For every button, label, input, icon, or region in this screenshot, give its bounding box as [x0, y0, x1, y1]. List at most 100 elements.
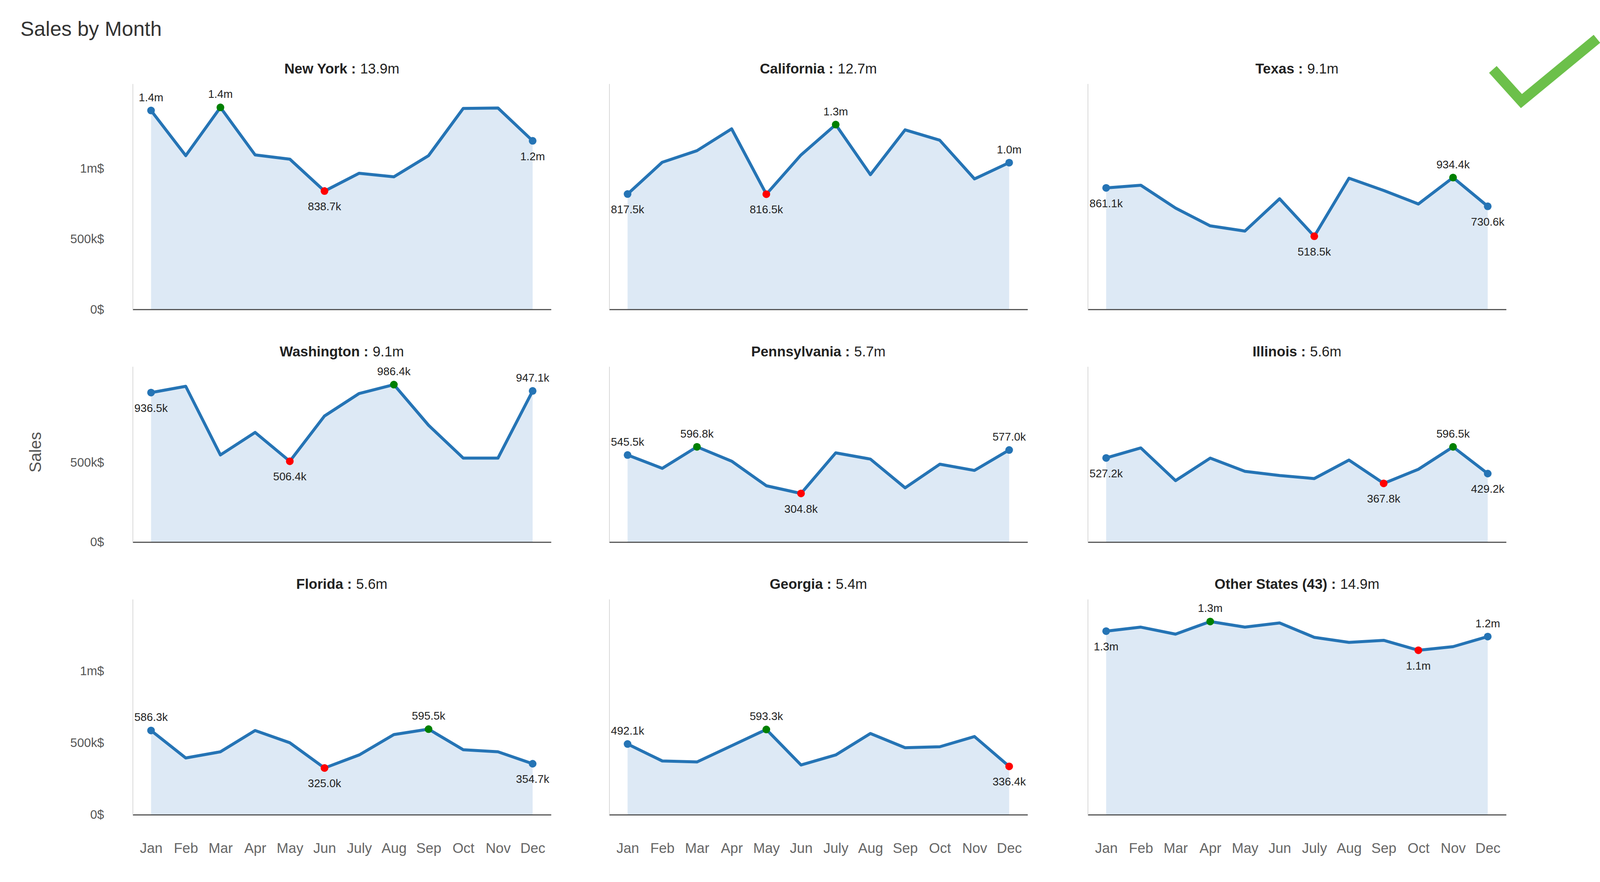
page-title: Sales by Month — [20, 17, 162, 41]
x-tick-label: May — [1231, 839, 1259, 856]
panel: California :12.7m817.5k816.5k1.3m1.0m — [609, 60, 1029, 310]
x-tick: Aug — [381, 814, 407, 856]
x-axis-line — [609, 308, 1029, 311]
x-tick: Aug — [1336, 814, 1362, 856]
x-tick: Sep — [892, 814, 918, 856]
y-tick: 1m$ — [79, 161, 133, 176]
chart-canvas: Sales by MonthSalesNew York :13.9m1.4m1.… — [0, 0, 1600, 882]
x-tick: Jan — [1095, 814, 1118, 856]
line — [1106, 177, 1488, 237]
y-tick: 500k$ — [70, 455, 133, 469]
y-axis — [1087, 83, 1089, 310]
x-tick-label: Jun — [1268, 839, 1292, 856]
x-axis — [1087, 541, 1507, 543]
y-tick-label: 0$ — [90, 302, 104, 317]
y-tick-label: 1m$ — [79, 161, 104, 176]
panel: Texas :9.1m861.1k518.5k934.4k730.6k — [1087, 60, 1507, 310]
point-marker — [1005, 761, 1014, 770]
x-tick-label: Sep — [1371, 839, 1397, 856]
x-tick: Aug — [858, 814, 884, 856]
point-marker — [1005, 158, 1014, 167]
point-marker — [320, 187, 329, 195]
point-marker — [832, 120, 840, 129]
data-label: 595.5k — [411, 709, 446, 722]
plot-area — [1102, 442, 1492, 543]
point-marker — [1206, 617, 1214, 625]
point-marker — [1102, 454, 1111, 462]
data-label: 545.5k — [610, 435, 645, 449]
x-axis-line — [609, 541, 1029, 543]
line — [151, 107, 533, 191]
point-marker — [389, 380, 398, 389]
point-marker — [623, 190, 632, 198]
x-tick-label: Apr — [244, 839, 267, 856]
panel-title-name: California : — [759, 60, 834, 77]
data-label: 1.4m — [208, 87, 233, 101]
x-tick-label: Dec — [520, 839, 546, 856]
point-marker — [1102, 184, 1111, 192]
x-tick: July — [823, 814, 849, 856]
data-label: 936.5k — [134, 401, 169, 415]
x-tick: Oct — [928, 814, 951, 856]
y-axis-line — [1087, 83, 1089, 310]
point-marker — [1483, 469, 1492, 478]
x-tick: Dec — [520, 814, 546, 856]
point-marker — [693, 442, 701, 451]
data-label: 1.4m — [138, 90, 164, 104]
y-axis-line — [132, 366, 134, 543]
point-marker — [147, 726, 156, 734]
data-label: 1.3m — [1198, 601, 1223, 615]
x-axis-line — [609, 814, 1029, 816]
x-tick: Feb — [173, 814, 199, 856]
y-tick: 0$ — [90, 534, 133, 549]
x-tick: Feb — [1128, 814, 1154, 856]
x-axis-line — [132, 541, 552, 543]
x-tick: May — [276, 814, 304, 856]
x-tick: Nov — [962, 814, 988, 856]
x-axis-line — [1087, 308, 1507, 311]
panel-title-name: New York : — [284, 60, 357, 77]
data-label: 492.1k — [610, 723, 645, 737]
x-tick-label: Jan — [1095, 839, 1118, 856]
x-tick-label: Jun — [789, 839, 813, 856]
x-tick: Mar — [685, 814, 710, 856]
y-axis — [1087, 599, 1089, 815]
panel-total: 5.6m — [1309, 343, 1342, 360]
y-axis-line — [132, 83, 134, 310]
data-label: 947.1k — [515, 371, 550, 384]
check-mark — [1492, 38, 1598, 102]
x-tick: Oct — [1407, 814, 1430, 856]
y-axis — [1087, 366, 1089, 543]
point-marker — [762, 725, 771, 733]
point-marker — [623, 451, 632, 459]
panel-title: Pennsylvania :5.7m — [751, 343, 886, 360]
point-marker — [1449, 173, 1457, 182]
x-tick: Feb — [650, 814, 675, 856]
panel: Pennsylvania :5.7m545.5k596.8k304.8k577.… — [609, 343, 1029, 543]
data-label: 1.2m — [520, 149, 546, 163]
data-label: 506.4k — [272, 469, 307, 483]
y-axis: 0$ 500k$ — [70, 366, 134, 549]
x-tick: Jan — [140, 814, 163, 856]
data-label: 527.2k — [1089, 466, 1124, 480]
x-axis — [132, 308, 552, 310]
panel-title: Florida :5.6m — [296, 575, 388, 592]
data-label: 593.3k — [749, 709, 784, 723]
x-tick: Sep — [1371, 814, 1397, 856]
data-label: 1.1m — [1406, 659, 1431, 672]
y-tick-label: 1m$ — [79, 663, 104, 678]
panel-total: 5.6m — [356, 575, 388, 592]
x-tick: Jun — [789, 814, 813, 856]
y-tick-label: 0$ — [90, 534, 104, 549]
y-tick-label: 500k$ — [70, 455, 105, 469]
area — [1106, 621, 1488, 815]
x-tick: Apr — [720, 814, 743, 856]
point-marker — [1310, 232, 1319, 241]
x-axis — [1087, 308, 1507, 310]
x-tick-label: Jun — [313, 839, 337, 856]
panel-title-name: Washington : — [279, 343, 369, 360]
data-label: 336.4k — [992, 774, 1027, 788]
x-tick-label: Jan — [140, 839, 163, 856]
line — [627, 446, 1009, 494]
x-tick: Nov — [485, 814, 511, 856]
